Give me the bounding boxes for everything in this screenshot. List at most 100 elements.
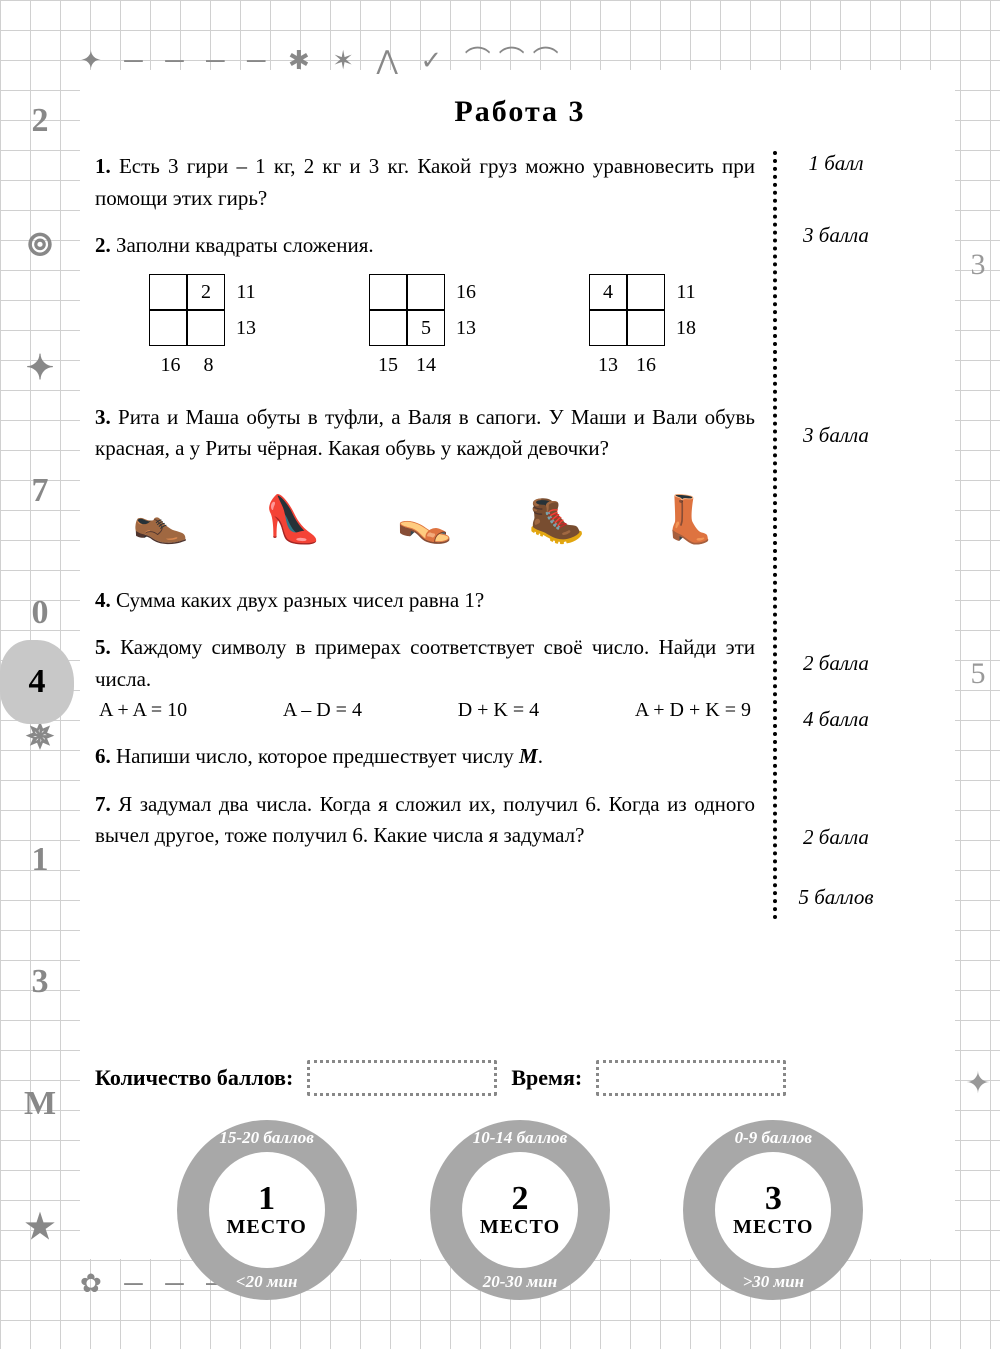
shoe-icon: 🥾 bbox=[528, 485, 585, 554]
points-label: 1 балл bbox=[789, 151, 883, 213]
q-num: 3. bbox=[95, 405, 111, 429]
medal-1: 15-20 баллов 1 МЕСТО <20 мин bbox=[177, 1120, 357, 1300]
medal-place: МЕСТО bbox=[480, 1216, 560, 1239]
equations-row: A + A = 10 A – D = 4 D + K = 4 A + D + K… bbox=[95, 695, 755, 725]
question-5: 5. Каждому символу в примерах соответств… bbox=[95, 632, 755, 725]
sq-bottom: 15 bbox=[378, 350, 398, 380]
addition-square: 4 11 18 13 16 bbox=[589, 274, 701, 380]
doodle: 5 bbox=[971, 657, 986, 691]
sq-cell[interactable]: 5 bbox=[407, 310, 445, 346]
sq-side: 13 bbox=[445, 310, 481, 346]
equation: D + K = 4 bbox=[458, 695, 539, 725]
footer-inputs: Количество баллов: Время: bbox=[95, 1060, 935, 1096]
shoe-icon: 👞 bbox=[132, 485, 189, 554]
medal-place: МЕСТО bbox=[227, 1216, 307, 1239]
q-num: 6. bbox=[95, 744, 111, 768]
worksheet-content: Работа 3 1. Есть 3 гири – 1 кг, 2 кг и 3… bbox=[95, 95, 945, 920]
medal-time: <20 мин bbox=[177, 1272, 357, 1292]
right-doodle-column: 3 5 ✦ bbox=[958, 60, 998, 1289]
medal-number: 2 bbox=[511, 1182, 528, 1216]
question-1: 1. Есть 3 гири – 1 кг, 2 кг и 3 кг. Како… bbox=[95, 151, 755, 214]
question-2: 2. Заполни квадраты сложения. 2 11 13 bbox=[95, 230, 755, 380]
q-text: Сумма каких двух разных чисел равна 1? bbox=[116, 588, 484, 612]
shoe-icon: 👢 bbox=[660, 485, 717, 554]
sq-cell[interactable] bbox=[369, 310, 407, 346]
page-number-badge: 4 bbox=[0, 640, 74, 724]
medal-2: 10-14 баллов 2 МЕСТО 20-30 мин bbox=[430, 1120, 610, 1300]
q-text: Рита и Маша обуты в туфли, а Валя в сапо… bbox=[95, 405, 755, 461]
score-input[interactable] bbox=[307, 1060, 497, 1096]
doodle: ✦ bbox=[965, 1066, 990, 1101]
q-num: 4. bbox=[95, 588, 111, 612]
top-doodle-border: ✦ ─ ─ ─ ─ ✱ ✶ ⋀ ✓ ⌒⌒⌒ bbox=[80, 40, 960, 80]
sq-cell[interactable] bbox=[627, 274, 665, 310]
equation: A + A = 10 bbox=[99, 695, 187, 725]
medal-time: >30 мин bbox=[683, 1272, 863, 1292]
doodle: 2 bbox=[32, 102, 49, 140]
medal-range: 10-14 баллов bbox=[430, 1128, 610, 1148]
addition-square: 2 11 13 16 8 bbox=[149, 274, 261, 380]
q-text: Есть 3 гири – 1 кг, 2 кг и 3 кг. Какой г… bbox=[95, 154, 755, 210]
points-label: 2 балла bbox=[789, 825, 883, 875]
sq-side: 11 bbox=[225, 274, 261, 310]
sq-cell[interactable] bbox=[369, 274, 407, 310]
sq-side: 16 bbox=[445, 274, 481, 310]
q-text: Напиши число, которое предшествует числу… bbox=[116, 744, 543, 768]
doodle: ✦ bbox=[26, 348, 55, 388]
points-label: 4 балла bbox=[789, 707, 883, 815]
medals-row: 15-20 баллов 1 МЕСТО <20 мин 10-14 балло… bbox=[140, 1120, 900, 1300]
doodle: 1 bbox=[32, 841, 49, 879]
q-num: 1. bbox=[95, 154, 111, 178]
sq-cell[interactable] bbox=[187, 310, 225, 346]
medal-number: 3 bbox=[765, 1182, 782, 1216]
page-number: 4 bbox=[29, 663, 46, 701]
addition-squares-row: 2 11 13 16 8 bbox=[95, 274, 755, 380]
sq-bottom: 14 bbox=[416, 350, 436, 380]
question-3: 3. Рита и Маша обуты в туфли, а Валя в с… bbox=[95, 402, 755, 565]
points-label: 5 баллов bbox=[789, 885, 883, 910]
sq-cell[interactable] bbox=[627, 310, 665, 346]
q-num: 2. bbox=[95, 233, 111, 257]
sq-bottom: 16 bbox=[636, 350, 656, 380]
shoes-illustration-row: 👞 👠 👡 🥾 👢 bbox=[95, 475, 755, 565]
points-label: 3 балла bbox=[789, 223, 883, 413]
medal-range: 15-20 баллов bbox=[177, 1128, 357, 1148]
sq-cell[interactable]: 4 bbox=[589, 274, 627, 310]
medal-number: 1 bbox=[258, 1182, 275, 1216]
sq-bottom: 8 bbox=[204, 350, 214, 380]
shoe-icon: 👠 bbox=[264, 485, 321, 554]
medal-range: 0-9 баллов bbox=[683, 1128, 863, 1148]
worksheet-title: Работа 3 bbox=[95, 95, 945, 129]
score-label: Количество баллов: bbox=[95, 1065, 293, 1091]
doodle: ⊚ bbox=[26, 224, 55, 264]
doodle: 3 bbox=[32, 963, 49, 1001]
q-text: Каждому символу в примерах соответствует… bbox=[95, 635, 755, 691]
doodle: 7 bbox=[32, 472, 49, 510]
medal-time: 20-30 мин bbox=[430, 1272, 610, 1292]
question-7: 7. Я задумал два числа. Когда я сложил и… bbox=[95, 789, 755, 852]
sq-bottom: 16 bbox=[161, 350, 181, 380]
equation: A + D + K = 9 bbox=[635, 695, 751, 725]
q-text: Я задумал два числа. Когда я сложил их, … bbox=[95, 792, 755, 848]
q-num: 7. bbox=[95, 792, 111, 816]
points-label: 3 балла bbox=[789, 423, 883, 641]
equation: A – D = 4 bbox=[283, 695, 362, 725]
sq-bottom: 13 bbox=[598, 350, 618, 380]
medal-3: 0-9 баллов 3 МЕСТО >30 мин bbox=[683, 1120, 863, 1300]
sq-cell[interactable] bbox=[149, 274, 187, 310]
doodle: 0 bbox=[32, 594, 49, 632]
sq-side: 18 bbox=[665, 310, 701, 346]
sq-cell[interactable] bbox=[589, 310, 627, 346]
time-input[interactable] bbox=[596, 1060, 786, 1096]
shoe-icon: 👡 bbox=[396, 485, 453, 554]
addition-square: 16 5 13 15 14 bbox=[369, 274, 481, 380]
q-num: 5. bbox=[95, 635, 111, 659]
questions-column: 1. Есть 3 гири – 1 кг, 2 кг и 3 кг. Како… bbox=[95, 151, 755, 920]
sq-cell[interactable] bbox=[149, 310, 187, 346]
sq-side: 13 bbox=[225, 310, 261, 346]
points-column: 1 балл 3 балла 3 балла 2 балла 4 балла 2… bbox=[773, 151, 883, 920]
sq-cell[interactable]: 2 bbox=[187, 274, 225, 310]
medal-place: МЕСТО bbox=[733, 1216, 813, 1239]
points-label: 2 балла bbox=[789, 651, 883, 697]
sq-cell[interactable] bbox=[407, 274, 445, 310]
